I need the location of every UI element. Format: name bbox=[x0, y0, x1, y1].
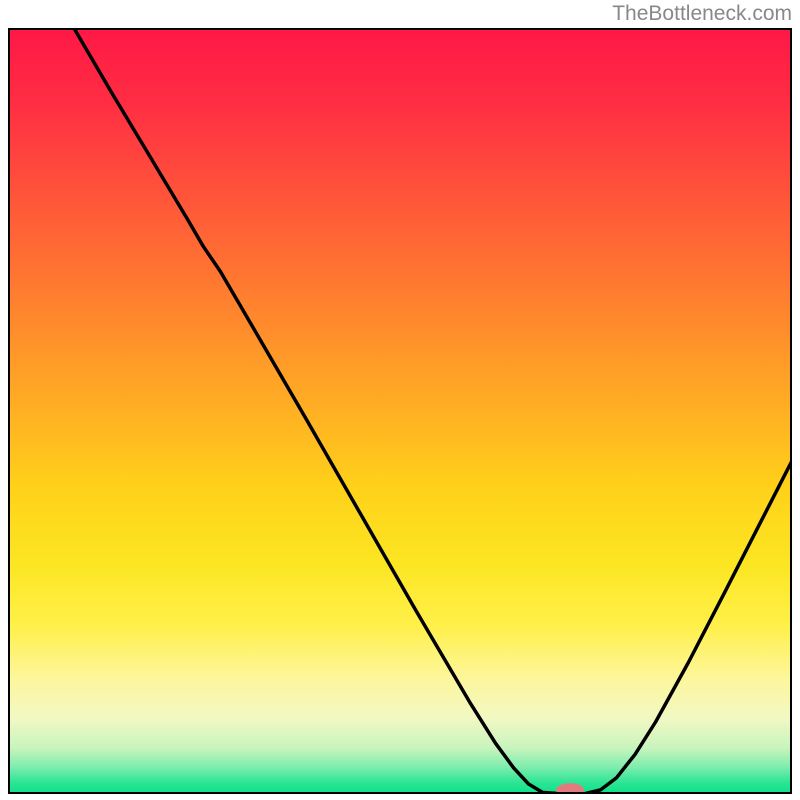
chart-background bbox=[8, 28, 792, 794]
chart-svg bbox=[8, 28, 792, 794]
bottleneck-chart bbox=[8, 28, 792, 794]
watermark-text: TheBottleneck.com bbox=[612, 2, 792, 26]
